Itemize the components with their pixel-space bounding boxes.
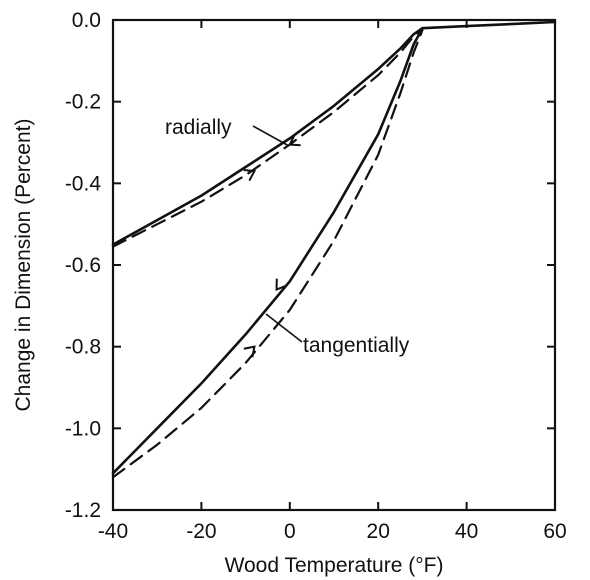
y-tick-label: -0.2 [65, 91, 101, 114]
y-tick-label: -0.6 [65, 254, 101, 277]
arrow-radially-warming [243, 169, 257, 182]
y-tick-label: -1.2 [65, 499, 101, 522]
x-tick-label: 40 [455, 520, 478, 543]
leader-tangentially [265, 313, 303, 343]
plot-frame [111, 18, 557, 512]
ticks: -40 -20 0 20 40 60 0.0 -0.2 -0.4 -0.6 -0.8 -1.0 -1.2 [65, 9, 567, 543]
x-tick-label: 0 [284, 520, 296, 543]
annotation-tangentially: tangentially [303, 334, 410, 357]
arrow-radially-cooling [288, 134, 301, 147]
y-tick-label: -0.8 [65, 336, 101, 359]
series-line-tangentially-solid [111, 26, 424, 475]
y-tick-label: 0.0 [72, 9, 101, 32]
arrow-tangentially-cooling [275, 278, 287, 291]
annotations: radially tangentially [165, 116, 410, 357]
arrow-tangentially-warming [243, 345, 256, 358]
y-axis-title: Change in Dimension (Percent) [12, 119, 35, 412]
leader-radially [252, 125, 290, 147]
annotation-radially: radially [165, 116, 232, 139]
series-line-tangentially-dashed [111, 29, 424, 479]
x-tick-label: 20 [367, 520, 390, 543]
series-group [111, 20, 557, 479]
series-line-radially-solid [111, 20, 557, 246]
y-tick-label: -1.0 [65, 417, 101, 440]
x-tick-label: -20 [186, 520, 216, 543]
y-tick-label: -0.4 [65, 172, 102, 195]
x-tick-label: -40 [98, 520, 128, 543]
x-axis-title: Wood Temperature (°F) [225, 554, 444, 577]
x-tick-label: 60 [543, 520, 566, 543]
series-line-radially-dashed [111, 27, 424, 248]
